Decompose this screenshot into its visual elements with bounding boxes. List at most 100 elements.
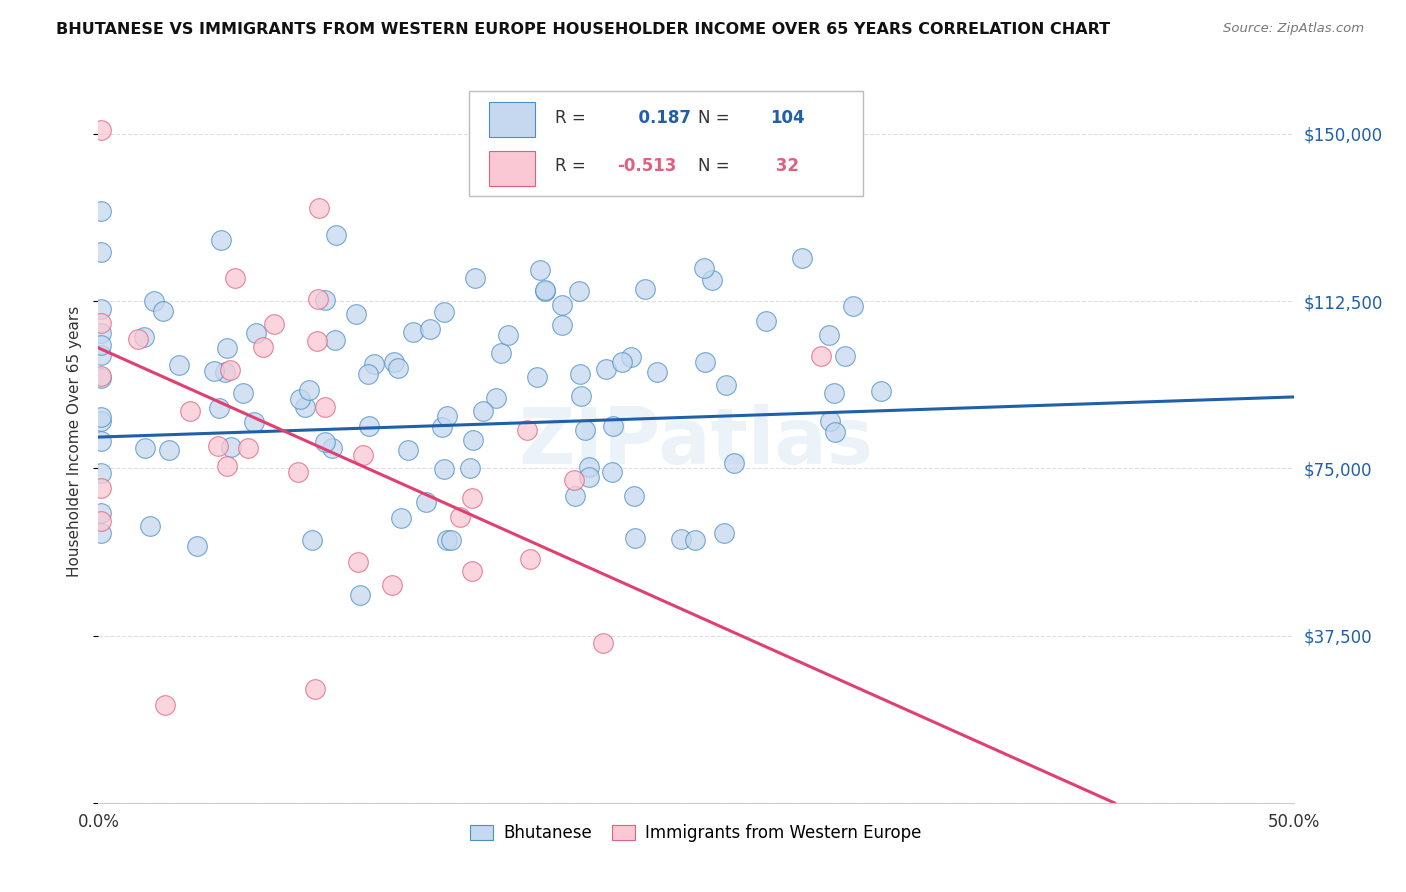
Point (569, 388, 592, 402)
Point (307, 292, 329, 306)
Point (700, 273, 723, 287)
Point (818, 327, 841, 342)
Point (90, 414, 112, 428)
Point (790, 145, 813, 159)
Point (245, 326, 267, 341)
Point (290, 392, 312, 406)
Point (139, 519, 162, 533)
Point (551, 318, 574, 332)
Point (669, 533, 692, 547)
Point (325, 227, 347, 242)
Point (823, 385, 845, 400)
Point (263, 318, 285, 332)
Point (349, 588, 371, 602)
Text: -0.513: -0.513 (617, 158, 676, 176)
Point (602, 418, 624, 433)
Point (90, 204, 112, 219)
Point (304, 682, 326, 697)
Point (419, 322, 441, 336)
Point (693, 261, 716, 276)
Point (870, 384, 893, 398)
Point (600, 465, 623, 479)
Point (344, 307, 367, 321)
Point (167, 359, 190, 373)
Point (236, 441, 259, 455)
Point (463, 434, 485, 448)
Text: N =: N = (699, 158, 730, 176)
Point (792, 251, 814, 265)
Point (90, 301, 112, 316)
Point (90, 326, 112, 340)
Point (634, 282, 657, 296)
Point (485, 392, 508, 406)
Point (433, 462, 456, 476)
Point (127, 333, 149, 347)
Point (347, 556, 370, 570)
Point (90, 244, 112, 259)
Point (321, 441, 343, 455)
Point (693, 355, 716, 369)
Point (382, 355, 405, 369)
Point (436, 533, 458, 547)
Point (458, 461, 481, 475)
Point (461, 491, 484, 505)
Point (564, 489, 586, 503)
Text: R =: R = (555, 158, 586, 176)
Point (308, 201, 330, 215)
Point (387, 361, 409, 376)
Point (315, 434, 337, 449)
Point (352, 448, 374, 462)
Point (90, 506, 112, 520)
Point (624, 531, 647, 545)
Point (578, 459, 600, 474)
Point (519, 552, 541, 566)
Point (578, 470, 600, 484)
Point (294, 401, 316, 415)
Point (574, 423, 596, 437)
Point (90, 410, 112, 425)
Point (595, 361, 617, 376)
Point (534, 285, 557, 299)
Point (714, 378, 737, 392)
Point (755, 314, 778, 328)
Point (219, 440, 242, 454)
Point (460, 564, 482, 578)
Point (298, 384, 321, 398)
Point (562, 473, 585, 487)
Point (209, 233, 232, 247)
Point (534, 283, 557, 297)
Point (496, 328, 519, 343)
Point (415, 495, 437, 509)
Text: 104: 104 (770, 109, 804, 127)
Point (157, 443, 180, 458)
Point (301, 533, 323, 548)
Point (90, 317, 112, 331)
Point (550, 298, 572, 312)
Point (440, 533, 463, 547)
Text: BHUTANESE VS IMMIGRANTS FROM WESTERN EUROPE HOUSEHOLDER INCOME OVER 65 YEARS COR: BHUTANESE VS IMMIGRANTS FROM WESTERN EUR… (56, 22, 1111, 37)
Point (219, 363, 242, 377)
Point (152, 304, 174, 318)
Point (217, 341, 239, 355)
Point (214, 365, 236, 379)
Point (242, 415, 264, 429)
Point (132, 330, 155, 344)
Point (685, 533, 707, 547)
Point (90, 123, 112, 137)
Point (359, 418, 381, 433)
Point (143, 293, 166, 308)
Point (186, 539, 208, 553)
Point (610, 355, 633, 369)
Point (90, 434, 112, 448)
Point (314, 401, 336, 415)
Point (90, 338, 112, 352)
Point (356, 368, 378, 382)
Point (623, 489, 645, 503)
Point (287, 465, 309, 479)
Point (529, 263, 551, 277)
Point (224, 271, 246, 285)
Point (90, 369, 112, 384)
Point (90, 371, 112, 385)
Point (516, 423, 538, 437)
Point (90, 466, 112, 480)
